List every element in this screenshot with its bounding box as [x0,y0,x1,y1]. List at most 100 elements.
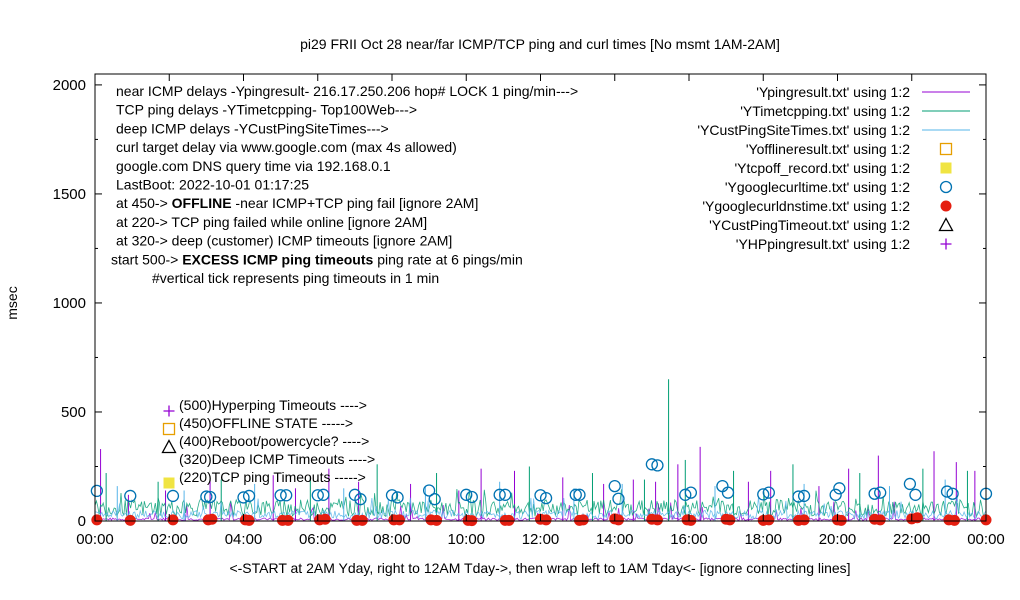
series-5-point-15 [422,484,436,497]
x-tick-label-3: 06:00 [299,531,337,548]
series-5-point-34 [762,486,775,499]
x-tick-label-9: 18:00 [744,531,782,548]
annotation-9: start 500-> EXCESS ICMP ping timeouts pi… [111,251,523,267]
series-5-point-24 [573,488,586,501]
x-tick-label-6: 12:00 [522,531,560,548]
legend-swatch-5 [939,180,953,194]
series-5-point-41 [903,477,917,491]
annotation-7: at 220-> TCP ping failed while online [i… [116,214,427,230]
annotation-10: #vertical tick represents ping timeouts … [152,270,439,286]
series-5-point-0 [90,484,104,498]
series-6-point-42 [911,512,923,524]
series-5-point-19 [493,488,506,501]
x-tick-label-7: 14:00 [596,531,634,548]
series-6-point-1 [124,514,136,526]
series-6-point-36 [798,514,810,526]
series-6-point-32 [724,514,736,526]
x-tick-label-5: 10:00 [447,531,485,548]
legend-label-4: 'Ytcpoff_record.txt' using 1:2 [734,160,910,176]
marker-legend-swatch-4 [163,477,175,489]
series-5-point-8 [280,489,293,502]
y-tick-label-3: 1500 [53,186,86,203]
series-5-point-30 [684,486,698,499]
series-6-point-26 [612,514,624,526]
marker-legend-swatch-0 [163,405,175,417]
series-5 [90,458,993,506]
annotation-8: at 320-> deep (customer) ICMP timeouts [… [116,233,452,249]
series-5-point-27 [645,458,659,471]
marker-legend-label-2: (400)Reboot/powercycle? ----> [179,433,369,449]
series-5-point-36 [797,489,811,503]
series-6-point-38 [835,514,847,526]
annotation-1: TCP ping delays -YTimetcpping- Top100Web… [116,102,417,118]
legend-label-3: 'Yofflineresult.txt' using 1:2 [746,141,910,157]
series-5-point-10 [317,488,330,501]
legend-swatch-7 [938,217,954,232]
legend-label-0: 'Ypingresult.txt' using 1:2 [756,84,910,100]
legend-label-8: 'YHPpingresult.txt' using 1:2 [736,236,910,252]
series-5-point-4 [203,490,217,504]
x-tick-label-4: 08:00 [373,531,411,548]
x-tick-label-8: 16:00 [670,531,708,548]
y-tick-label-4: 2000 [53,77,86,94]
series-6-point-44 [948,514,960,526]
series-6-point-4 [206,513,218,525]
legend-swatch-4 [940,162,952,174]
series-5-point-17 [460,488,473,501]
y-tick-label-2: 1000 [53,295,86,312]
legend-label-2: 'YCustPingSiteTimes.txt' using 1:2 [697,122,910,138]
series-5-point-6 [242,489,256,503]
series-6-point-6 [243,514,255,526]
x-tick-label-1: 02:00 [150,531,188,548]
marker-legend-swatch-2 [161,439,177,454]
chart-title: pi29 FRII Oct 28 near/far ICMP/TCP ping … [300,36,780,52]
series-5-point-25 [608,479,621,493]
marker-legend-label-4: (220)TCP ping Timeouts -----> [179,469,366,485]
x-tick-label-12: 00:00 [967,531,1005,548]
series-5-point-9 [311,489,324,502]
series-5-point-35 [792,490,805,503]
series-5-point-12 [354,493,367,506]
series-5-point-16 [428,493,441,506]
y-tick-label-1: 500 [61,404,86,421]
series-5-point-20 [499,488,512,501]
legend-swatch-6 [940,200,952,212]
legend-label-7: 'YCustPingTimeout.txt' using 1:2 [709,217,910,233]
series-5-point-42 [909,488,922,501]
marker-legend: (500)Hyperping Timeouts ----> (450)OFFLIN… [161,397,375,489]
series-5-point-31 [716,479,729,493]
series-6-point-12 [356,514,368,526]
legend-label-5: 'Ygooglecurltime.txt' using 1:2 [725,179,910,195]
series-6-point-10 [319,513,331,525]
annotation-6: at 450-> OFFLINE -near ICMP+TCP ping fai… [116,195,478,211]
x-axis-label: <-START at 2AM Yday, right to 12AM Tday-… [229,560,850,576]
series-5-point-3 [200,490,213,503]
y-axis-label: msec [4,286,20,319]
series-5-point-37 [829,488,842,501]
series-6-point-16 [431,514,443,526]
annotation-0: near ICMP delays -Ypingresult- 216.17.25… [116,83,578,99]
series-5-point-22 [539,491,553,505]
series-5-point-2 [166,489,180,503]
series-5-point-1 [124,489,137,503]
series-6-point-34 [763,514,775,526]
series-5-point-43 [940,485,954,498]
x-tick-label-11: 22:00 [893,531,931,548]
legend: 'Ypingresult.txt' using 1:2 'YTimetcpping… [697,84,970,252]
series-6-point-20 [503,514,515,526]
series-5-point-13 [385,489,399,502]
series-5-point-28 [651,459,664,472]
series-6-point-8 [282,514,294,526]
annotation-4: google.com DNS query time via 192.168.0.… [116,158,391,174]
series-6-point-14 [393,514,405,526]
y-tick-label-0: 0 [78,513,86,530]
annotation-5: LastBoot: 2022-10-01 01:17:25 [116,177,309,193]
series-6-point-2 [167,514,179,526]
series-6-point-30 [685,514,697,526]
x-tick-label-0: 00:00 [76,531,114,548]
series-5-point-23 [569,488,582,501]
series-5-point-32 [721,486,735,499]
series-6-point-24 [577,514,589,526]
annotation-3: curl target delay via www.google.com (ma… [116,139,457,155]
